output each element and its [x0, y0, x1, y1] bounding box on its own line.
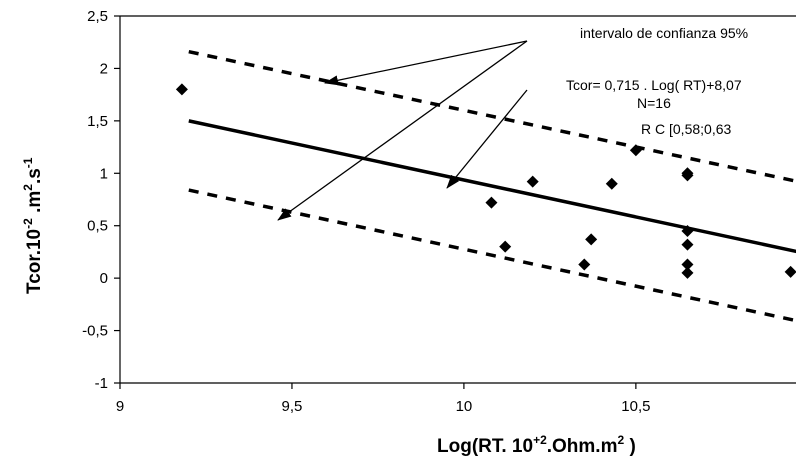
y-axis-title-main: Tcor.10: [24, 229, 45, 294]
data-point: [784, 265, 796, 278]
y-tick-label: 0: [100, 270, 108, 287]
y-axis-title-mid: .m: [24, 191, 45, 218]
data-point: [681, 169, 694, 182]
data-point: [629, 144, 642, 157]
y-tick-label: 2: [100, 60, 108, 77]
data-point: [681, 266, 694, 279]
y-axis-title-rest: .s: [24, 168, 45, 184]
x-tick-label: 10,5: [621, 398, 650, 415]
regression-line: [188, 119, 796, 254]
y-tick-label: 1,5: [87, 113, 108, 130]
x-tick-label: 10: [456, 398, 473, 415]
x-axis-title-sup2: 2: [617, 433, 624, 447]
y-axis-ticks: 2,5 2 1,5 1 0,5 0 -0,5 -1: [82, 8, 120, 392]
y-tick-label: 2,5: [87, 8, 108, 25]
x-axis-title-main: Log(RT. 10: [437, 436, 533, 457]
annotation-rc: R C [0,58;0,63: [641, 121, 731, 137]
x-axis-title-rest: .Ohm.m: [547, 436, 618, 457]
data-points: [175, 83, 796, 279]
data-point: [526, 175, 539, 188]
annotation-interval: intervalo de confianza 95%: [580, 25, 748, 41]
annotation-n: N=16: [637, 95, 671, 111]
arrow-to-lower-ci: [277, 40, 528, 221]
arrow-to-regression-line: [446, 89, 528, 189]
y-tick-label: -1: [95, 375, 108, 392]
data-point: [585, 233, 598, 246]
data-point: [605, 177, 618, 190]
y-axis-title: Tcor.10-2 .m2.s-1: [21, 157, 45, 294]
data-point: [681, 224, 694, 237]
y-axis-title-sup3: -1: [21, 157, 35, 168]
annotation-equation: Tcor= 0,715 . Log( RT)+8,07: [566, 77, 742, 93]
data-point: [681, 258, 694, 271]
x-axis-title: Log(RT. 10+2.Ohm.m2 ): [437, 433, 636, 457]
y-axis-title-sup2: 2: [21, 184, 35, 191]
x-tick-label: 9: [116, 398, 124, 415]
ci-lower-line: [188, 188, 796, 323]
arrow-to-upper-ci: [324, 40, 528, 86]
y-tick-label: 0,5: [87, 218, 108, 235]
confidence-interval-lines: [188, 49, 796, 323]
data-point: [499, 240, 512, 253]
x-tick-label: 9,5: [282, 398, 303, 415]
plot-area: [120, 16, 796, 383]
regression-line-group: [188, 119, 796, 254]
y-tick-label: 1: [100, 165, 108, 182]
data-point: [578, 258, 591, 271]
data-point: [175, 83, 188, 96]
annotation-arrows: [277, 40, 528, 221]
x-axis-title-sup: +2: [533, 433, 547, 447]
y-axis-title-sup: -2: [21, 218, 35, 229]
data-point: [485, 196, 498, 209]
data-point: [681, 238, 694, 251]
y-tick-label: -0,5: [82, 323, 108, 340]
x-axis-title-end: ): [624, 436, 636, 457]
ci-upper-line: [188, 49, 796, 183]
